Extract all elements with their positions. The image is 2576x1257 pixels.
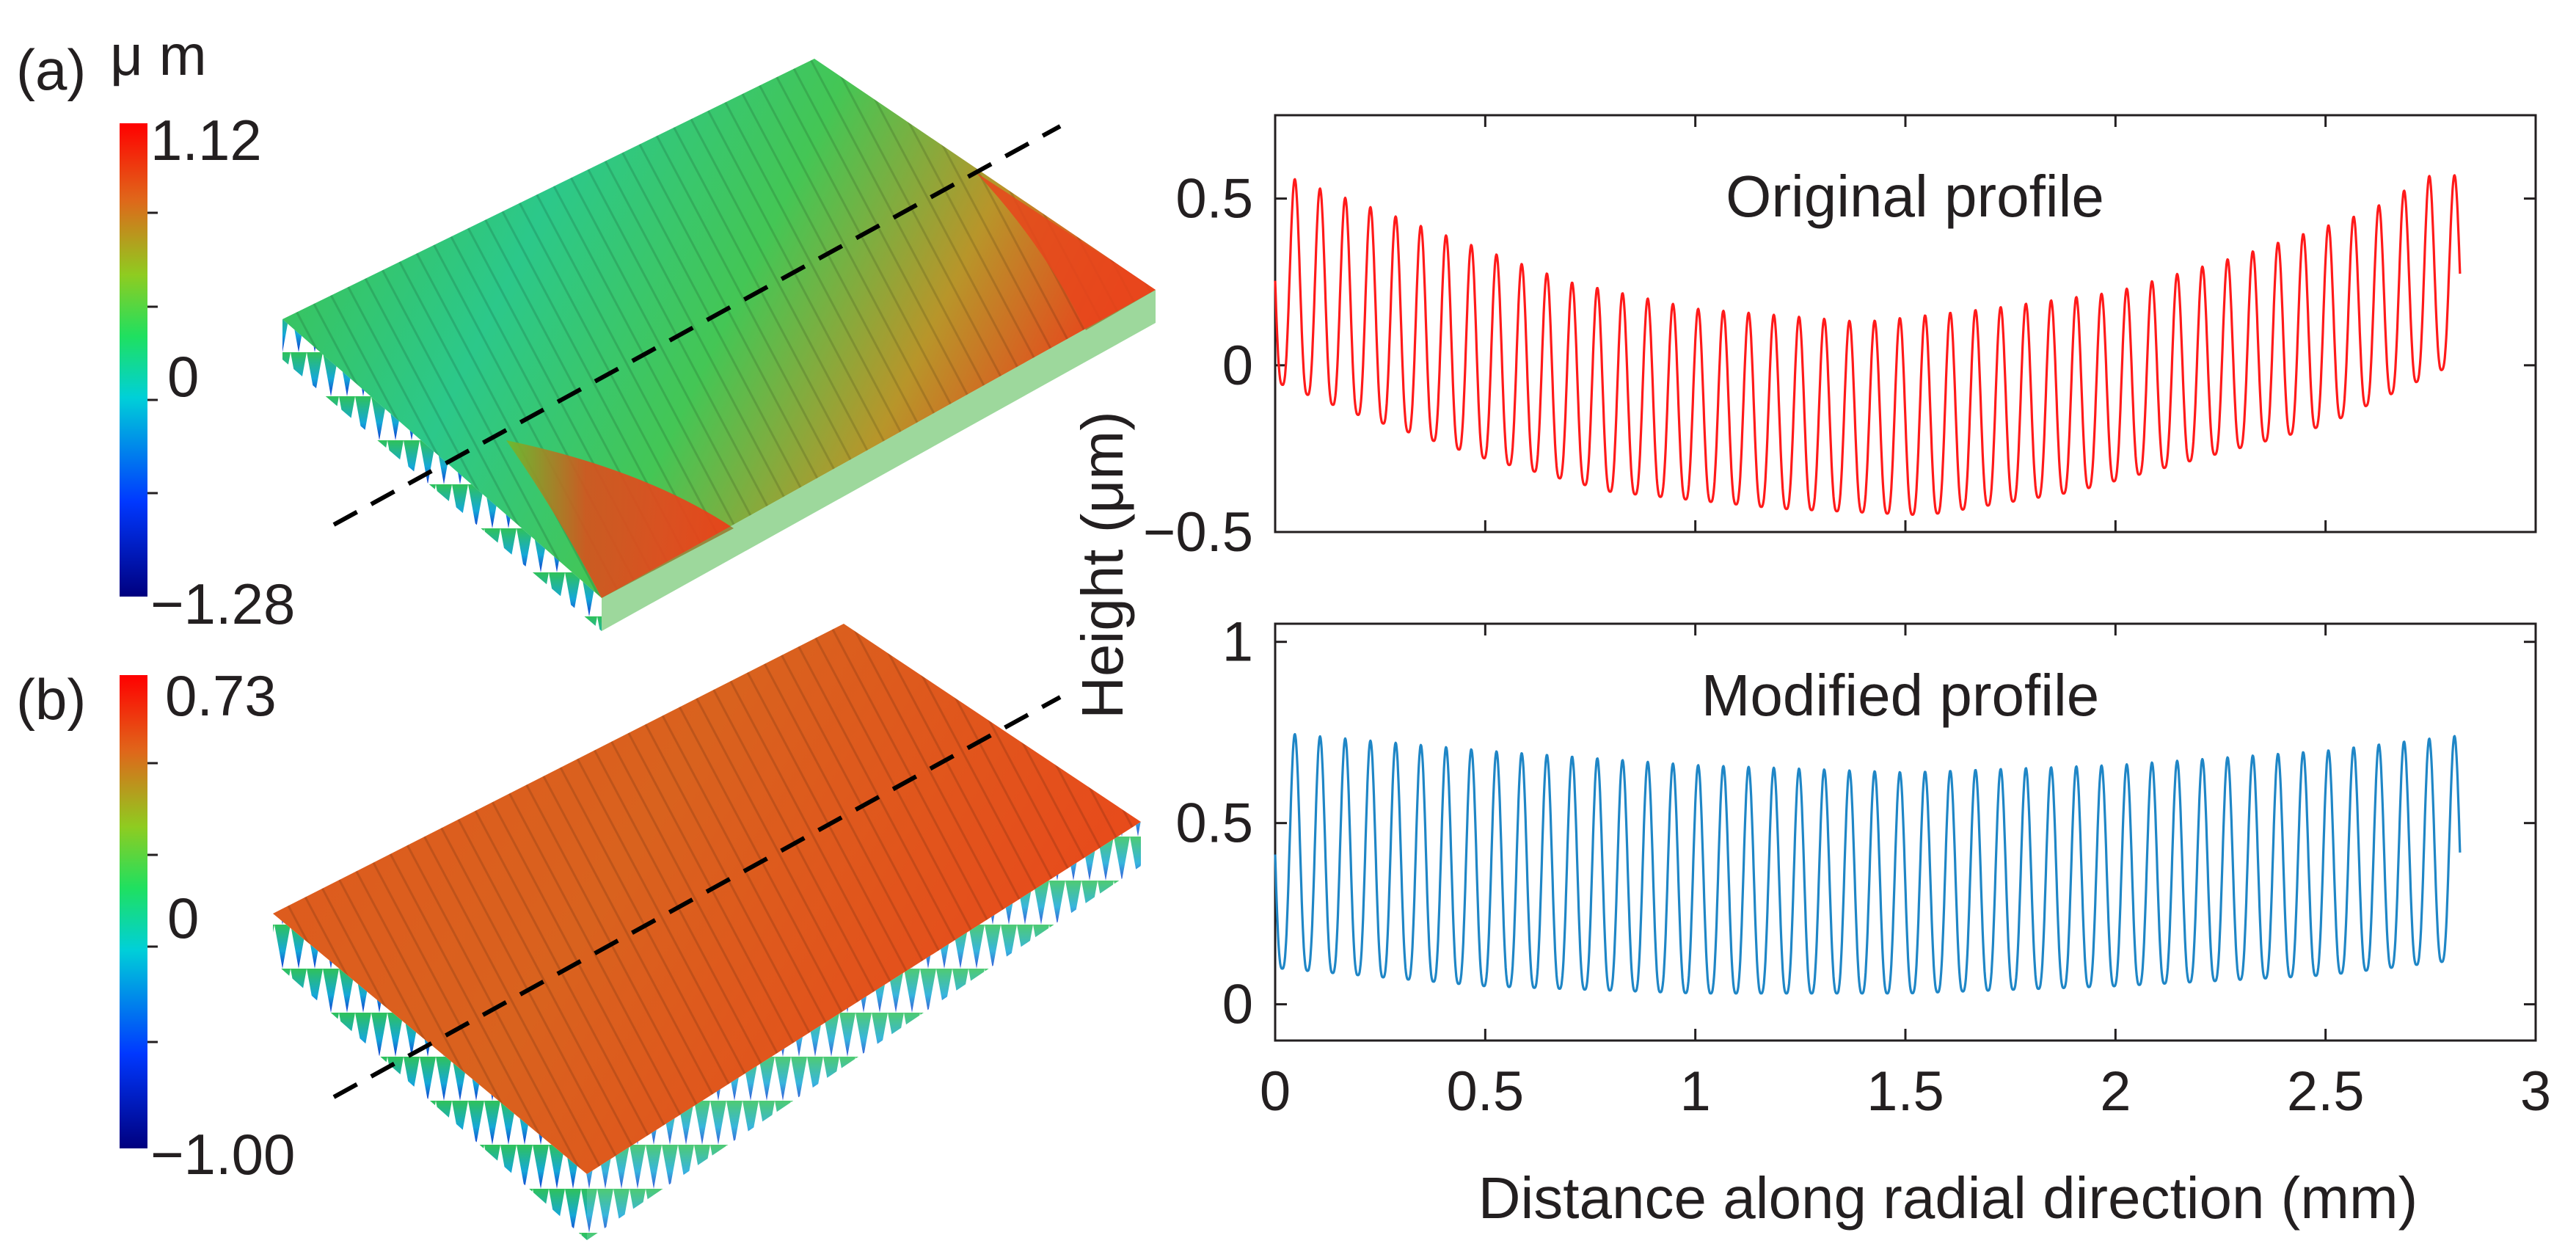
x-tick-label: 1 — [1680, 1060, 1711, 1123]
series-line-modified — [1274, 732, 2462, 995]
y-tick-label: 1 — [1222, 611, 1253, 674]
panel-b-label: (b) — [16, 667, 86, 732]
y-tick-label: 0 — [1222, 974, 1253, 1036]
x-tick-label: 3 — [2520, 1060, 2551, 1123]
x-axis-title: Distance along radial direction (mm) — [1478, 1165, 2418, 1231]
chart-title: Modified profile — [1701, 663, 2100, 728]
surface-plot-b — [273, 624, 1141, 1240]
colorbar-a-mid: 0 — [167, 344, 199, 409]
x-tick-label: 0 — [1260, 1060, 1291, 1123]
chart-modified: 0 0.5 1 0 0.5 1 1.5 2 2.5 3 Modified profile — [1175, 611, 2551, 1123]
colorbar-b-mid: 0 — [167, 886, 199, 950]
colorbar-b-min: −1.00 — [150, 1122, 295, 1187]
cross-section-line-b — [332, 695, 1062, 1099]
colorbar-a — [120, 123, 158, 597]
colorbar-unit-label: μ m — [110, 23, 207, 87]
cross-section-line-a — [332, 124, 1062, 527]
panel-a: (a) μ m 1.12 0 −1.28 — [16, 23, 1156, 636]
colorbar-b-max: 0.73 — [165, 663, 277, 728]
y-tick-label: −0.5 — [1143, 501, 1253, 564]
y-tick-label: 0.5 — [1175, 793, 1253, 855]
panel-b: (b) 0.73 0 −1.00 — [16, 624, 1141, 1240]
x-tick-label: 0.5 — [1447, 1060, 1525, 1123]
y-tick-label: 0.5 — [1175, 168, 1253, 230]
colorbar-a-min: −1.28 — [150, 572, 295, 636]
profile-charts: −0.5 0 0.5 Original profile 0 0.5 1 0 0.5 1 1.5 2 2.… — [1143, 114, 2551, 1123]
series-line-original — [1274, 174, 2462, 517]
y-tick-label: 0 — [1222, 335, 1253, 397]
x-tick-label: 1.5 — [1867, 1060, 1944, 1123]
y-axis-title: Height (μm) — [1070, 411, 1135, 719]
x-tick-label: 2 — [2100, 1060, 2131, 1123]
colorbar-b — [120, 675, 158, 1148]
colorbar-a-max: 1.12 — [150, 108, 262, 172]
panel-a-label: (a) — [16, 37, 86, 102]
chart-original: −0.5 0 0.5 Original profile — [1143, 114, 2537, 564]
x-tick-label: 2.5 — [2287, 1060, 2365, 1123]
chart-title: Original profile — [1726, 164, 2104, 229]
